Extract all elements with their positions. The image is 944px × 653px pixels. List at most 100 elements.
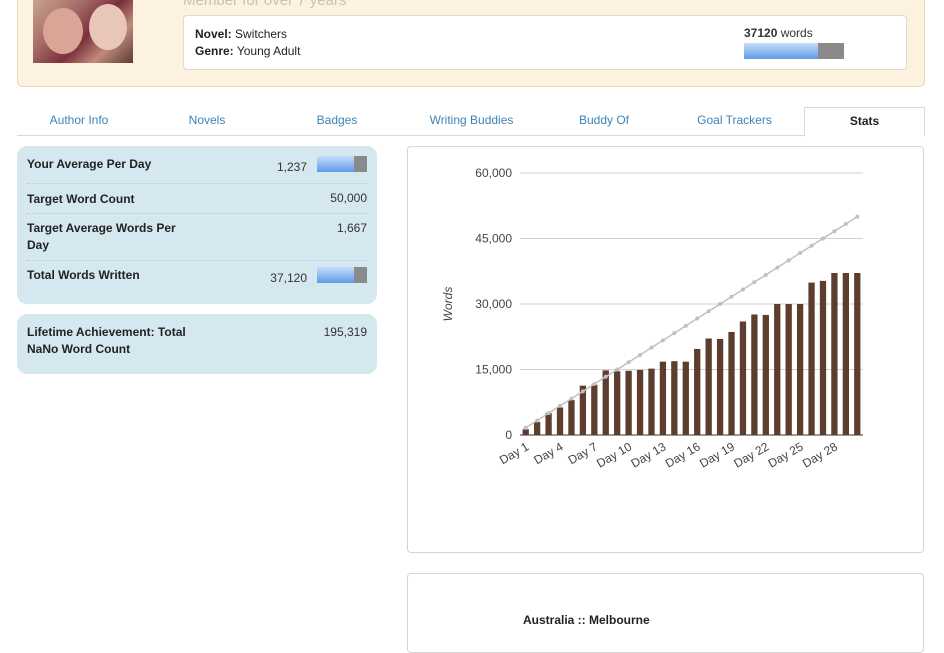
tab-novels[interactable]: Novels xyxy=(188,113,226,127)
target-point xyxy=(729,294,734,299)
target-point xyxy=(603,374,608,379)
x-tick-label: Day 16 xyxy=(663,439,703,470)
y-tick-label: 45,000 xyxy=(475,232,512,246)
member-since-text: Member for over 7 years xyxy=(183,0,347,9)
chart-bar xyxy=(556,407,564,435)
chart-bar xyxy=(705,338,712,435)
stat-row-lifetime: Lifetime Achievement: Total NaNo Word Co… xyxy=(27,314,367,374)
target-point xyxy=(695,316,700,321)
stats-panel: Your Average Per Day 1,237 Target Word C… xyxy=(17,146,377,304)
tab-badges[interactable]: Badges xyxy=(316,113,358,127)
target-point xyxy=(615,367,620,372)
tab-buddy-of[interactable]: Buddy Of xyxy=(578,113,630,127)
target-point xyxy=(558,403,563,408)
chart-bar xyxy=(579,385,587,435)
x-tick-label: Day 19 xyxy=(697,439,737,470)
x-tick-label: Day 4 xyxy=(531,439,565,467)
profile-tabs: Author Info Novels Badges Writing Buddie… xyxy=(17,107,925,137)
stat-value: 50,000 xyxy=(330,191,367,205)
target-point xyxy=(809,243,814,248)
tab-stats[interactable]: Stats xyxy=(804,107,925,137)
stat-label: Total Words Written xyxy=(27,268,140,282)
stat-row-average: Your Average Per Day 1,237 xyxy=(27,146,367,184)
stat-value: 1,667 xyxy=(336,221,367,235)
target-point xyxy=(798,251,803,256)
location-card: Australia :: Melbourne xyxy=(407,573,924,653)
target-point xyxy=(855,214,860,219)
total-progress-fill xyxy=(317,267,355,283)
novel-label: Novel: xyxy=(195,27,232,41)
chart-bar xyxy=(682,361,689,435)
tab-author-info[interactable]: Author Info xyxy=(49,113,109,127)
target-point xyxy=(535,418,540,423)
tab-writing-buddies[interactable]: Writing Buddies xyxy=(429,113,514,127)
chart-bar xyxy=(808,282,815,435)
target-point xyxy=(580,389,585,394)
target-point xyxy=(672,331,677,336)
chart-bar xyxy=(648,368,655,435)
x-tick-label: Day 28 xyxy=(800,439,840,470)
y-tick-label: 0 xyxy=(505,428,512,442)
chart-bar xyxy=(614,371,621,435)
x-tick-label: Day 10 xyxy=(594,439,634,470)
chart-bar xyxy=(728,331,735,435)
stat-row-target-count: Target Word Count 50,000 xyxy=(27,183,367,214)
stat-label: Target Average Words Per Day xyxy=(27,221,176,252)
novel-title[interactable]: Switchers xyxy=(235,27,288,41)
x-tick-label: Day 1 xyxy=(497,439,531,467)
avatar-face-adult xyxy=(43,8,83,54)
stat-row-total: Total Words Written 37,120 xyxy=(27,260,367,298)
chart-bar xyxy=(751,314,758,435)
genre-value: Young Adult xyxy=(236,44,301,58)
chart-bar xyxy=(785,304,792,435)
chart-bar xyxy=(522,429,529,435)
lifetime-panel: Lifetime Achievement: Total NaNo Word Co… xyxy=(17,314,377,374)
y-axis-label: Words xyxy=(441,287,455,322)
average-progress-bar xyxy=(317,156,367,172)
word-count-value: 37120 xyxy=(744,26,778,40)
chart-bar xyxy=(591,384,598,435)
chart-bar xyxy=(854,272,861,435)
target-point xyxy=(752,280,757,285)
target-point xyxy=(638,352,643,357)
y-tick-label: 15,000 xyxy=(475,363,512,377)
location-text: Australia :: Melbourne xyxy=(523,613,650,627)
target-point xyxy=(569,396,574,401)
target-point xyxy=(740,287,745,292)
target-point xyxy=(683,323,688,328)
target-point xyxy=(546,411,551,416)
x-tick-label: Day 13 xyxy=(628,439,668,470)
chart-bar xyxy=(671,361,678,435)
avatar-face-child xyxy=(89,4,127,50)
average-progress-fill xyxy=(317,156,355,172)
chart-bar xyxy=(568,400,575,435)
chart-bar xyxy=(796,304,804,435)
tab-goal-trackers[interactable]: Goal Trackers xyxy=(697,113,772,127)
stat-value: 37,120 xyxy=(270,271,307,285)
chart-bar xyxy=(694,348,701,435)
stat-label: Target Word Count xyxy=(27,192,135,206)
chart-bar xyxy=(602,370,609,435)
y-tick-label: 60,000 xyxy=(475,166,512,180)
target-point xyxy=(763,272,768,277)
x-tick-label: Day 22 xyxy=(731,439,771,470)
target-point xyxy=(843,221,848,226)
chart-bar xyxy=(545,413,552,435)
chart-bar xyxy=(762,314,769,435)
target-point xyxy=(832,229,837,234)
total-progress-bar xyxy=(317,267,367,283)
chart-bar xyxy=(819,280,827,435)
chart-bar xyxy=(659,361,667,435)
avatar[interactable] xyxy=(33,0,133,63)
chart-bar xyxy=(842,272,849,435)
chart-bar xyxy=(636,369,644,435)
novel-progress-fill xyxy=(744,43,819,59)
target-point xyxy=(786,258,791,263)
chart-bar xyxy=(774,304,781,435)
novel-progress-bar xyxy=(744,43,844,59)
stat-value: 195,319 xyxy=(323,325,367,339)
target-point xyxy=(649,345,654,350)
target-point xyxy=(706,309,711,314)
target-point xyxy=(775,265,780,270)
target-point xyxy=(592,382,597,387)
